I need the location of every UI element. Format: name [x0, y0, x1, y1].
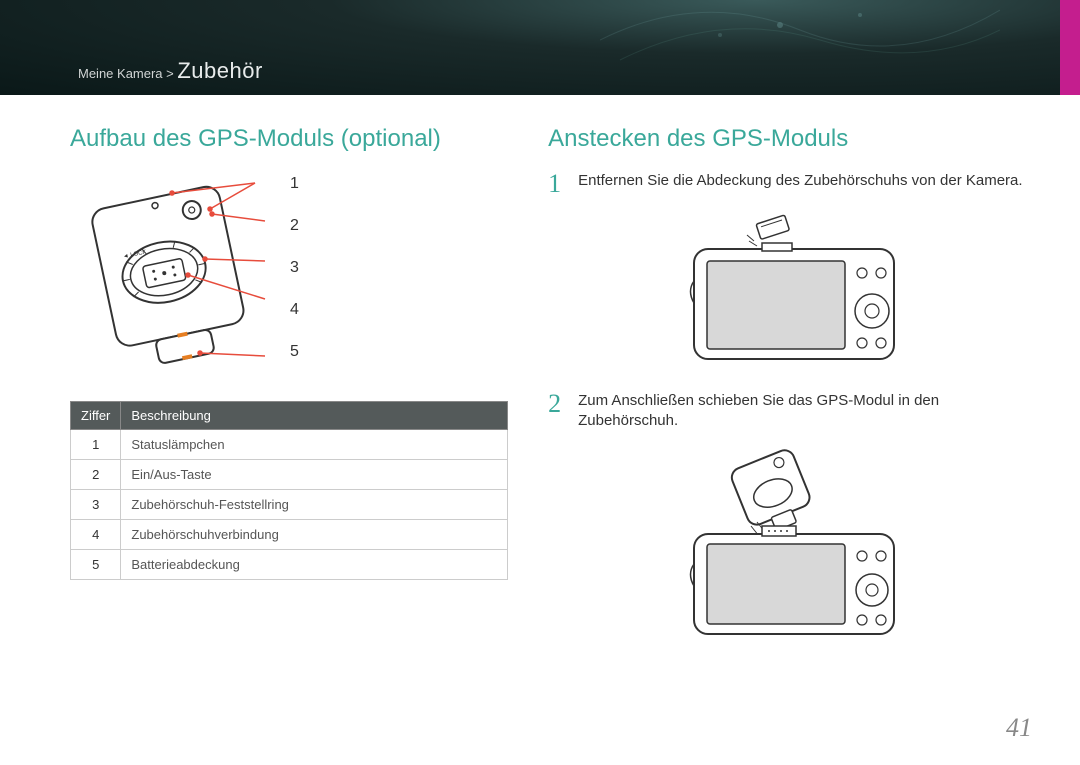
step-2-text: Zum Anschließen schieben Sie das GPS-Mod…: [578, 391, 1030, 432]
th-ziffer: Ziffer: [71, 402, 121, 430]
page-header: Meine Kamera > Zubehör: [0, 0, 1080, 95]
description-table: Ziffer Beschreibung 1Statuslämpchen 2Ein…: [70, 401, 508, 580]
table-row: 2Ein/Aus-Taste: [71, 460, 508, 490]
step-2: 2 Zum Anschließen schieben Sie das GPS-M…: [548, 391, 1030, 432]
callout-1: 1: [290, 175, 299, 193]
step-1: 1 Entfernen Sie die Abdeckung des Zubehö…: [548, 171, 1030, 197]
header-swirl-decoration: [600, 0, 1000, 95]
callout-3: 3: [290, 259, 299, 277]
page-content: Aufbau des GPS-Moduls (optional): [0, 95, 1080, 666]
table-row: 4Zubehörschuhverbindung: [71, 520, 508, 550]
table-row: 5Batterieabdeckung: [71, 550, 508, 580]
camera-diagram-2: [659, 446, 919, 646]
callout-4: 4: [290, 301, 299, 319]
left-column: Aufbau des GPS-Moduls (optional): [70, 125, 508, 666]
right-title: Anstecken des GPS-Moduls: [548, 125, 1030, 153]
callout-2: 2: [290, 217, 299, 235]
breadcrumb-section: Zubehör: [177, 58, 262, 83]
breadcrumb-prefix: Meine Kamera >: [78, 66, 177, 81]
callout-5: 5: [290, 343, 299, 361]
right-column: Anstecken des GPS-Moduls 1 Entfernen Sie…: [548, 125, 1030, 666]
th-beschreibung: Beschreibung: [121, 402, 508, 430]
gps-diagram-row: ◄ LOCK: [70, 171, 508, 381]
gps-module-diagram: ◄ LOCK: [70, 171, 270, 381]
step-2-num: 2: [548, 391, 566, 432]
table-header-row: Ziffer Beschreibung: [71, 402, 508, 430]
table-row: 3Zubehörschuh-Feststellring: [71, 490, 508, 520]
callout-numbers: 1 2 3 4 5: [290, 171, 299, 361]
step-1-text: Entfernen Sie die Abdeckung des Zubehörs…: [578, 171, 1022, 197]
magenta-side-bar: [1060, 0, 1080, 95]
breadcrumb: Meine Kamera > Zubehör: [78, 58, 263, 84]
left-title: Aufbau des GPS-Moduls (optional): [70, 125, 508, 153]
table-row: 1Statuslämpchen: [71, 430, 508, 460]
step-1-num: 1: [548, 171, 566, 197]
camera-diagram-1: [659, 211, 919, 371]
page-number: 41: [1006, 713, 1032, 743]
